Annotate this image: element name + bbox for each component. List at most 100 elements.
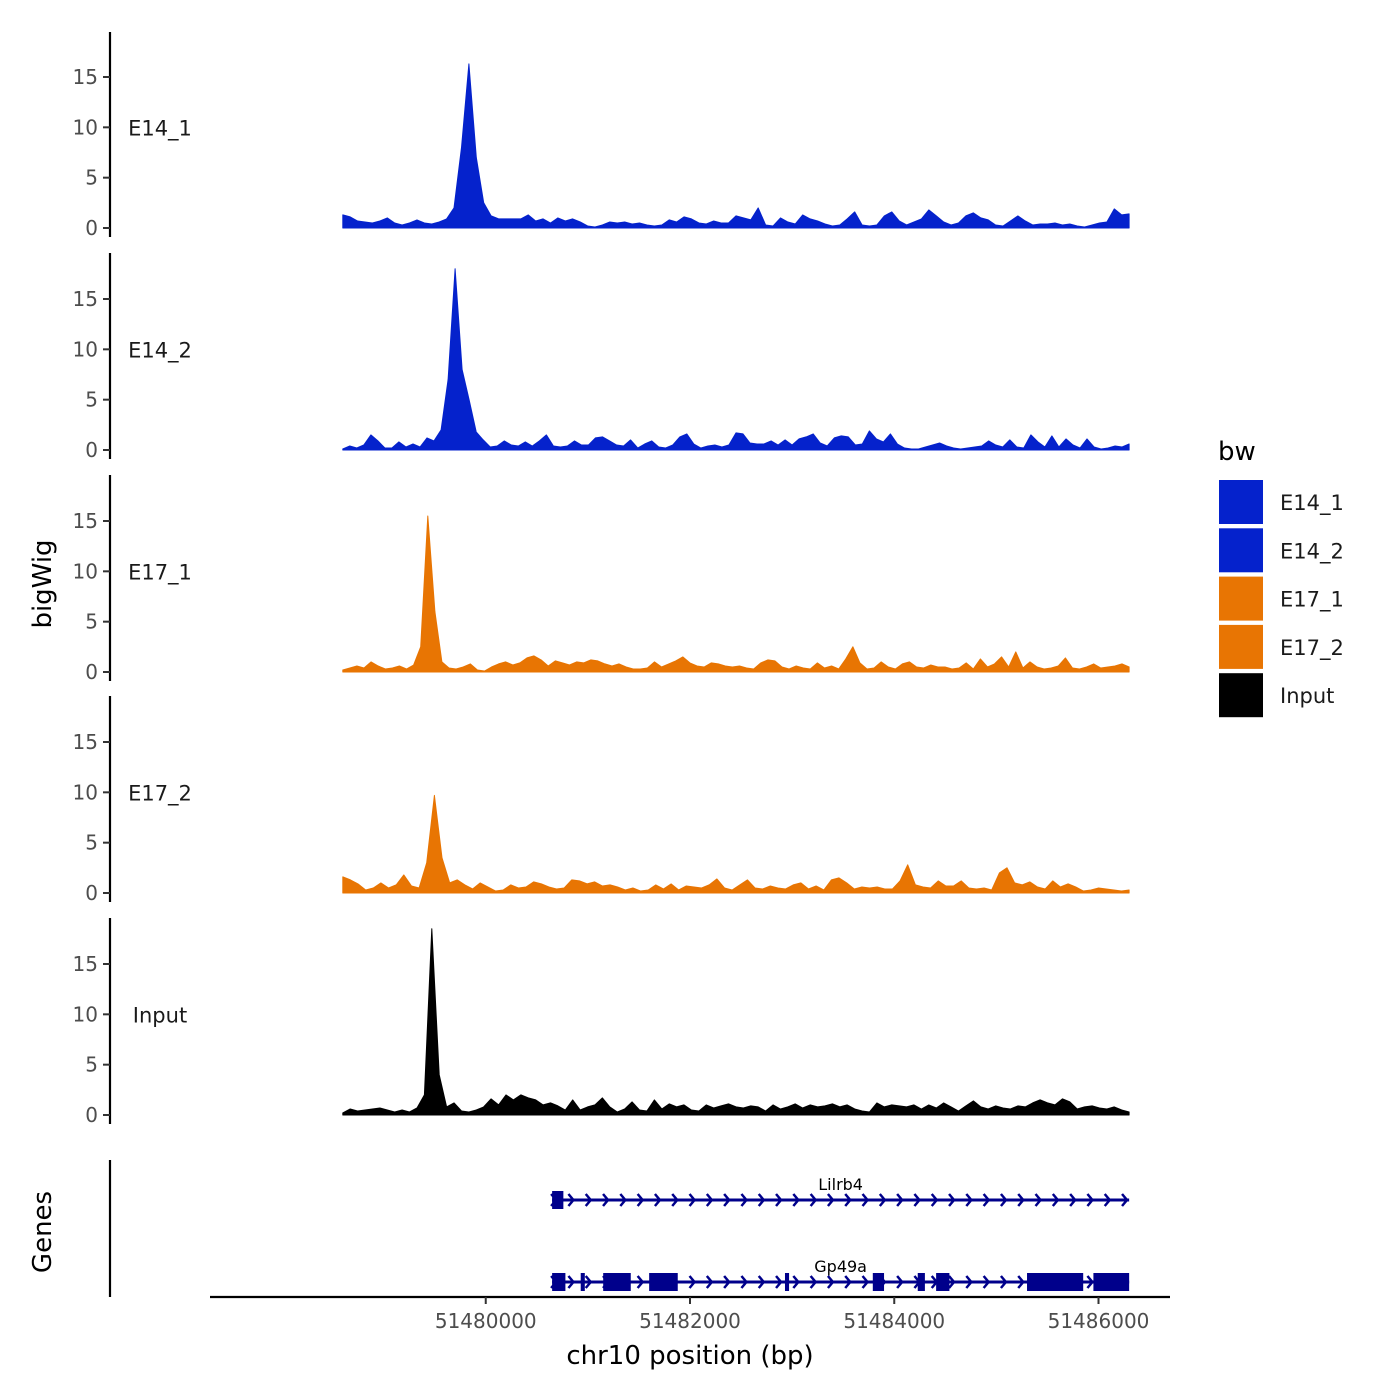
strand-arrow	[999, 1275, 1008, 1289]
strand-arrow	[982, 1193, 991, 1207]
strand-arrow	[809, 1275, 818, 1289]
exon	[552, 1191, 564, 1209]
legend-key-E14_2	[1219, 528, 1263, 573]
strand-arrow	[1017, 1193, 1025, 1207]
y-tick-label: 15	[73, 952, 98, 976]
exon	[936, 1273, 950, 1291]
strand-arrow	[965, 1275, 973, 1289]
strand-arrow	[999, 1193, 1008, 1207]
strand-arrow	[844, 1193, 852, 1207]
strand-arrow	[896, 1275, 904, 1289]
genes-track: Lilrb4 Gp49a	[108, 1160, 1130, 1297]
track-label: E17_2	[128, 781, 192, 806]
legend-key-Input	[1219, 673, 1263, 718]
x-axis-title: chr10 position (bp)	[566, 1341, 813, 1371]
strand-arrow	[688, 1193, 697, 1207]
x-axis: 51480000 51482000 51484000 51486000	[210, 1295, 1170, 1333]
strand-arrow	[861, 1275, 870, 1289]
track-label: E14_1	[128, 116, 192, 141]
y-tick-label: 5	[85, 831, 98, 855]
strand-arrow	[1069, 1193, 1077, 1207]
y-tick-label: 10	[73, 559, 98, 583]
y-tick-label: 0	[85, 1103, 98, 1127]
strand-arrow	[775, 1275, 783, 1289]
gene-Gp49a: Gp49a	[550, 1257, 1130, 1291]
strand-arrow	[896, 1193, 904, 1207]
strand-arrow	[1103, 1193, 1112, 1207]
y-tick-label: 15	[73, 287, 98, 311]
strand-arrow	[826, 1193, 835, 1207]
track-Input: 0 5 10 15 Input	[73, 918, 1130, 1127]
strand-arrow	[792, 1193, 800, 1207]
strand-arrow	[826, 1275, 835, 1289]
gene-name: Lilrb4	[818, 1175, 863, 1194]
strand-arrow	[1086, 1275, 1095, 1289]
strand-arrow	[567, 1193, 576, 1207]
strand-arrow	[688, 1275, 697, 1289]
exon	[649, 1273, 678, 1291]
strand-arrow	[740, 1193, 749, 1207]
legend-label: Input	[1280, 684, 1334, 708]
exon	[552, 1273, 566, 1291]
strand-arrow	[930, 1193, 939, 1207]
strand-arrow	[602, 1193, 610, 1207]
y-tick-label: 5	[85, 388, 98, 412]
legend-label: E17_2	[1280, 636, 1344, 661]
x-tick-label: 51484000	[843, 1309, 945, 1333]
x-tick-label: 51482000	[639, 1309, 741, 1333]
strand-arrow	[965, 1193, 973, 1207]
strand-arrow	[1034, 1193, 1043, 1207]
coverage-area-E14_1	[342, 63, 1130, 229]
strand-arrow	[671, 1193, 679, 1207]
coverage-area-Input	[342, 928, 1130, 1116]
track-E17_2: 0 5 10 15 E17_2	[73, 696, 1130, 905]
coverage-area-E17_1	[342, 515, 1130, 673]
legend-key-E17_1	[1219, 576, 1263, 621]
legend-key-E14_1	[1219, 480, 1263, 524]
strand-arrow	[844, 1275, 852, 1289]
track-label: E17_1	[128, 560, 192, 585]
strand-arrow	[723, 1193, 731, 1207]
y-tick-label: 10	[73, 337, 98, 361]
strand-arrow	[584, 1193, 593, 1207]
strand-arrow	[705, 1275, 714, 1289]
y-tick-label: 10	[73, 1002, 98, 1026]
strand-arrow	[982, 1275, 991, 1289]
strand-arrow	[1051, 1193, 1060, 1207]
strand-arrow	[948, 1275, 956, 1289]
strand-arrow	[948, 1193, 956, 1207]
track-label: E14_2	[128, 338, 192, 363]
exon	[603, 1273, 631, 1291]
strand-arrow	[705, 1193, 714, 1207]
y-tick-label: 0	[85, 660, 98, 684]
strand-arrow	[1017, 1275, 1025, 1289]
strand-arrow	[792, 1275, 800, 1289]
x-tick-label: 51480000	[435, 1309, 537, 1333]
y-tick-label: 5	[85, 166, 98, 190]
x-tick-label: 51486000	[1048, 1309, 1150, 1333]
y-tick-label: 10	[73, 115, 98, 139]
strand-arrow	[740, 1275, 749, 1289]
y-tick-label: 15	[73, 730, 98, 754]
strand-arrow	[619, 1193, 627, 1207]
legend-title: bw	[1218, 437, 1256, 467]
legend-label: E17_1	[1280, 588, 1344, 613]
y-tick-label: 0	[85, 881, 98, 905]
y-tick-label: 0	[85, 216, 98, 240]
legend-label: E14_2	[1280, 539, 1344, 564]
track-E17_1: 0 5 10 15 E17_1	[73, 475, 1130, 684]
gene-Lilrb4: Lilrb4	[550, 1175, 1130, 1209]
strand-arrow	[757, 1193, 766, 1207]
track-label: Input	[133, 1003, 187, 1027]
track-E14_2: 0 5 10 15 E14_2	[73, 253, 1130, 462]
exon	[872, 1273, 885, 1291]
genes-axis-title: Genes	[28, 1191, 58, 1273]
strand-arrow	[861, 1193, 870, 1207]
y-tick-label: 0	[85, 438, 98, 462]
strand-arrow	[775, 1193, 783, 1207]
exon	[580, 1273, 585, 1291]
strand-arrow	[1121, 1193, 1129, 1207]
exon	[917, 1273, 925, 1291]
strand-arrow	[878, 1193, 887, 1207]
